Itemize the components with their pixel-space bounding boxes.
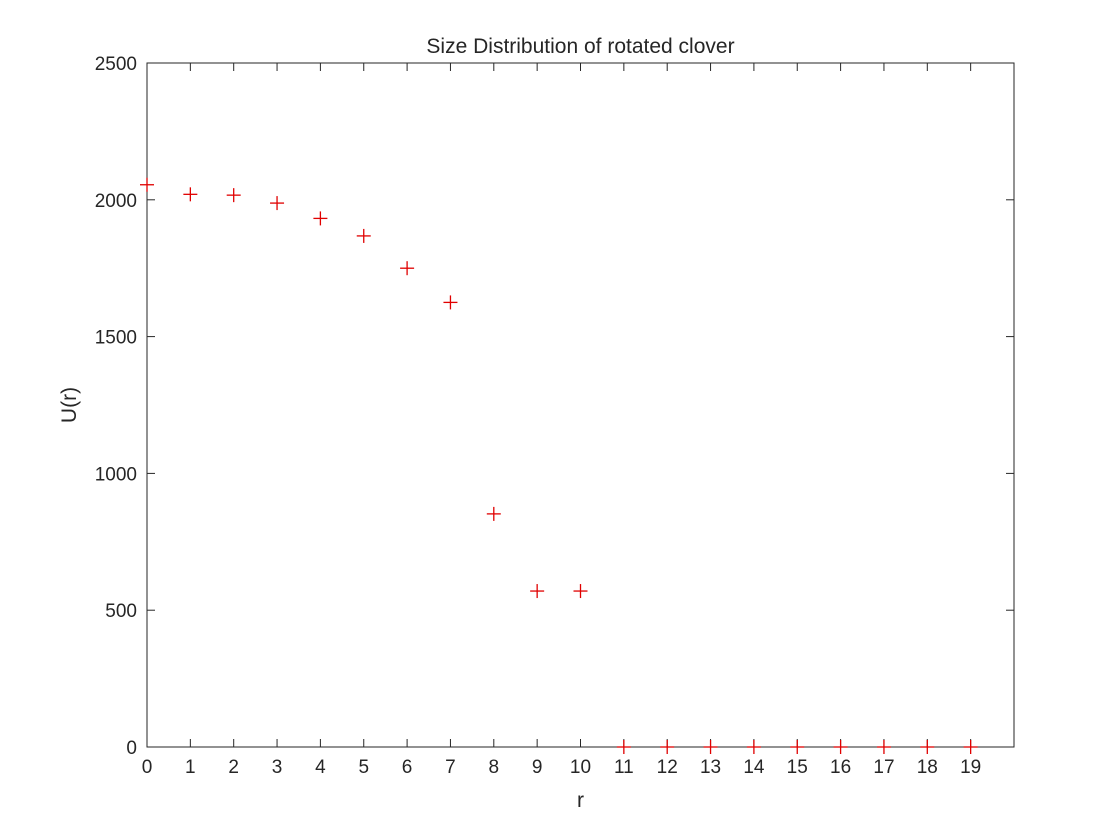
data-point xyxy=(530,584,545,599)
y-tick-label: 2500 xyxy=(95,54,137,75)
x-axis-ticks: 0 1 2 3 4 5 6 7 8 9 10 11 12 13 14 15 16 17 18 19 xyxy=(142,63,981,778)
data-markers xyxy=(140,177,978,754)
x-tick-label: 19 xyxy=(960,757,981,778)
data-point xyxy=(486,506,501,521)
y-tick-label: 1500 xyxy=(95,328,137,349)
chart-title: Size Distribution of rotated clover xyxy=(426,35,734,58)
data-point xyxy=(270,196,285,211)
data-point xyxy=(140,177,154,192)
y-axis-ticks: 0 500 1000 1500 2000 2500 xyxy=(95,54,1014,759)
data-point xyxy=(400,261,415,276)
data-point xyxy=(356,228,371,243)
data-point xyxy=(616,740,631,754)
y-axis-label: U(r) xyxy=(58,387,81,423)
data-point xyxy=(876,740,891,754)
data-point xyxy=(183,187,198,202)
y-tick-label: 2000 xyxy=(95,191,137,212)
x-tick-label: 9 xyxy=(532,757,543,778)
x-tick-label: 18 xyxy=(917,757,938,778)
x-tick-label: 11 xyxy=(614,757,634,778)
data-point xyxy=(226,188,241,203)
data-point xyxy=(746,740,761,754)
x-tick-label: 13 xyxy=(700,757,721,778)
x-tick-label: 1 xyxy=(185,757,196,778)
y-tick-label: 0 xyxy=(126,738,137,759)
x-tick-label: 8 xyxy=(489,757,500,778)
y-tick-label: 500 xyxy=(105,601,137,622)
data-point xyxy=(963,740,978,754)
x-tick-label: 5 xyxy=(358,757,369,778)
x-tick-label: 7 xyxy=(445,757,456,778)
x-tick-label: 16 xyxy=(830,757,851,778)
x-tick-label: 4 xyxy=(315,757,326,778)
data-point xyxy=(703,740,718,754)
x-tick-label: 12 xyxy=(657,757,678,778)
x-tick-label: 15 xyxy=(787,757,808,778)
data-point xyxy=(313,211,328,226)
data-point xyxy=(573,584,588,599)
data-point xyxy=(443,295,458,310)
plot-area xyxy=(146,62,1015,748)
data-point xyxy=(833,740,848,754)
data-point xyxy=(660,740,675,754)
x-tick-label: 0 xyxy=(142,757,153,778)
x-tick-label: 17 xyxy=(873,757,894,778)
x-tick-label: 6 xyxy=(402,757,413,778)
x-tick-label: 10 xyxy=(570,757,591,778)
x-tick-label: 2 xyxy=(228,757,239,778)
x-tick-label: 14 xyxy=(743,757,765,778)
data-point xyxy=(790,740,805,754)
data-point xyxy=(920,740,935,754)
y-tick-label: 1000 xyxy=(95,464,137,485)
x-tick-label: 3 xyxy=(272,757,283,778)
x-axis-label: r xyxy=(577,789,584,812)
axes-box xyxy=(146,62,1015,748)
